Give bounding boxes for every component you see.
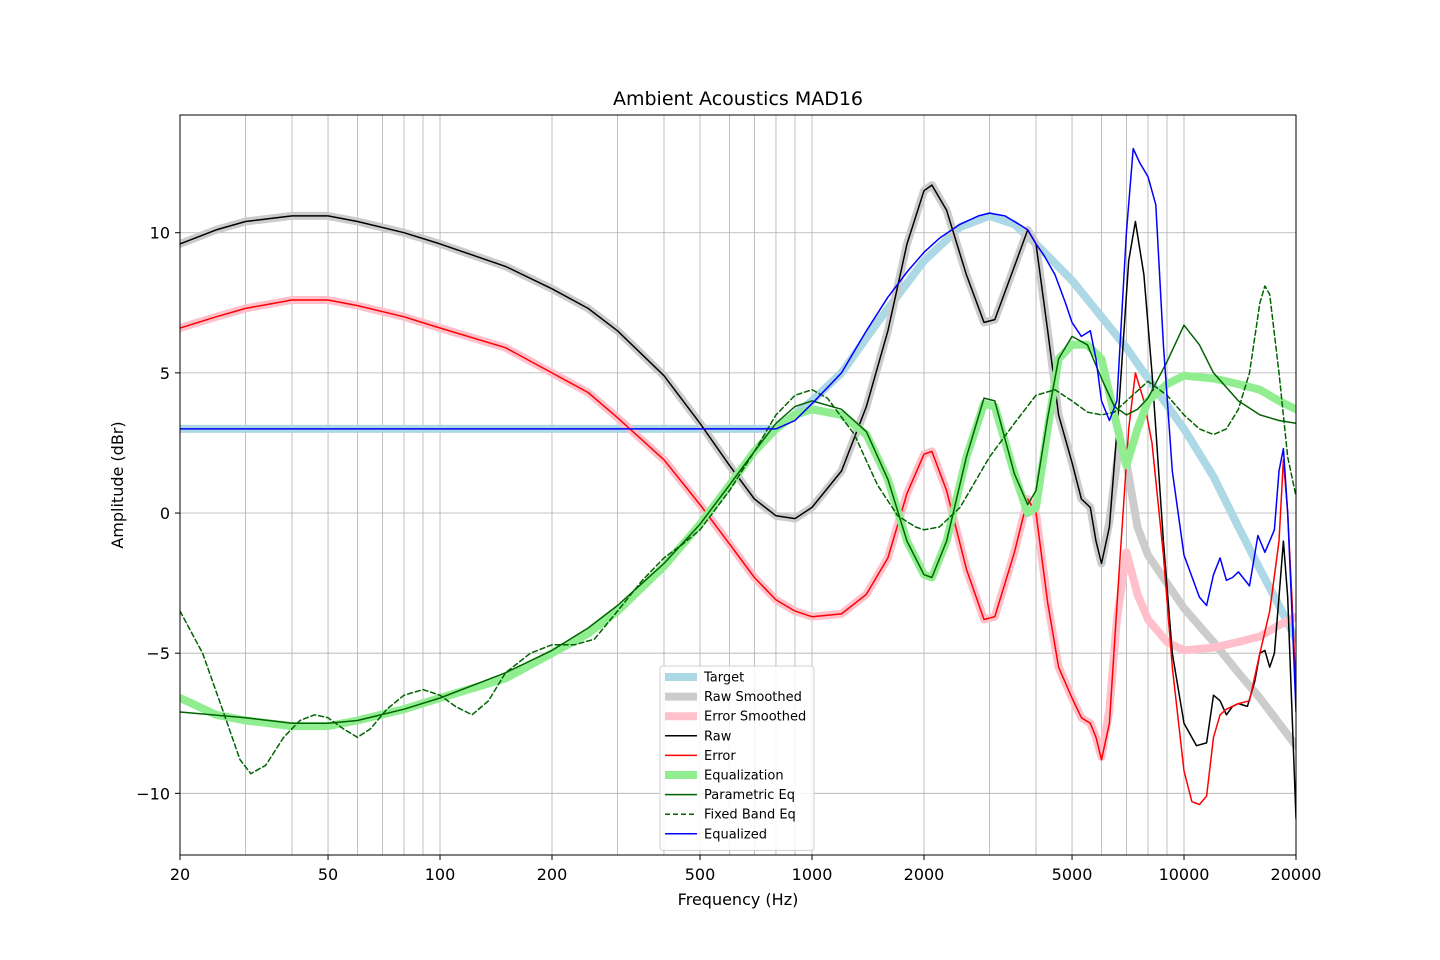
y-tick-label: 5 <box>160 364 170 383</box>
x-tick-label: 500 <box>685 865 716 884</box>
y-tick-label: 10 <box>150 224 170 243</box>
y-axis: −10 −5 0 5 10 <box>136 224 180 803</box>
series-parametric-eq <box>180 324 1296 725</box>
legend-label-error-smoothed: Error Smoothed <box>704 710 806 725</box>
x-tick-label: 50 <box>318 865 338 884</box>
series-fixed-band-eq <box>180 285 1296 775</box>
legend-label-raw-smoothed: Raw Smoothed <box>704 690 802 705</box>
legend: Target Raw Smoothed Error Smoothed Raw Error… <box>659 665 815 851</box>
legend-label-error: Error <box>704 749 736 764</box>
x-tick-label: 20000 <box>1271 865 1322 884</box>
x-tick-label: 5000 <box>1052 865 1093 884</box>
y-axis-label: Amplitude (dBr) <box>108 421 127 548</box>
y-tick-label: −10 <box>136 784 170 803</box>
y-tick-label: 0 <box>160 504 170 523</box>
legend-label-equalization: Equalization <box>704 769 784 784</box>
legend-box <box>659 665 815 851</box>
x-tick-label: 2000 <box>904 865 945 884</box>
legend-label-raw: Raw <box>704 729 732 744</box>
x-tick-label: 20 <box>170 865 190 884</box>
plot-area <box>180 147 1296 820</box>
x-tick-label: 200 <box>537 865 568 884</box>
series-error <box>180 299 1296 806</box>
legend-label-fixed-band-eq: Fixed Band Eq <box>704 808 796 823</box>
x-axis: 20 50 100 200 500 1000 2000 5000 10000 20000 <box>170 855 1322 884</box>
chart-title: Ambient Acoustics MAD16 <box>613 88 863 110</box>
x-tick-label: 100 <box>425 865 456 884</box>
series-equalized <box>180 147 1296 713</box>
x-tick-label: 10000 <box>1159 865 1210 884</box>
y-tick-label: −5 <box>146 644 170 663</box>
legend-label-target: Target <box>703 671 744 686</box>
plot-frame <box>179 114 1297 856</box>
legend-label-parametric-eq: Parametric Eq <box>704 788 795 803</box>
x-tick-label: 1000 <box>792 865 833 884</box>
x-axis-label: Frequency (Hz) <box>678 890 799 909</box>
legend-label-equalized: Equalized <box>704 827 767 842</box>
